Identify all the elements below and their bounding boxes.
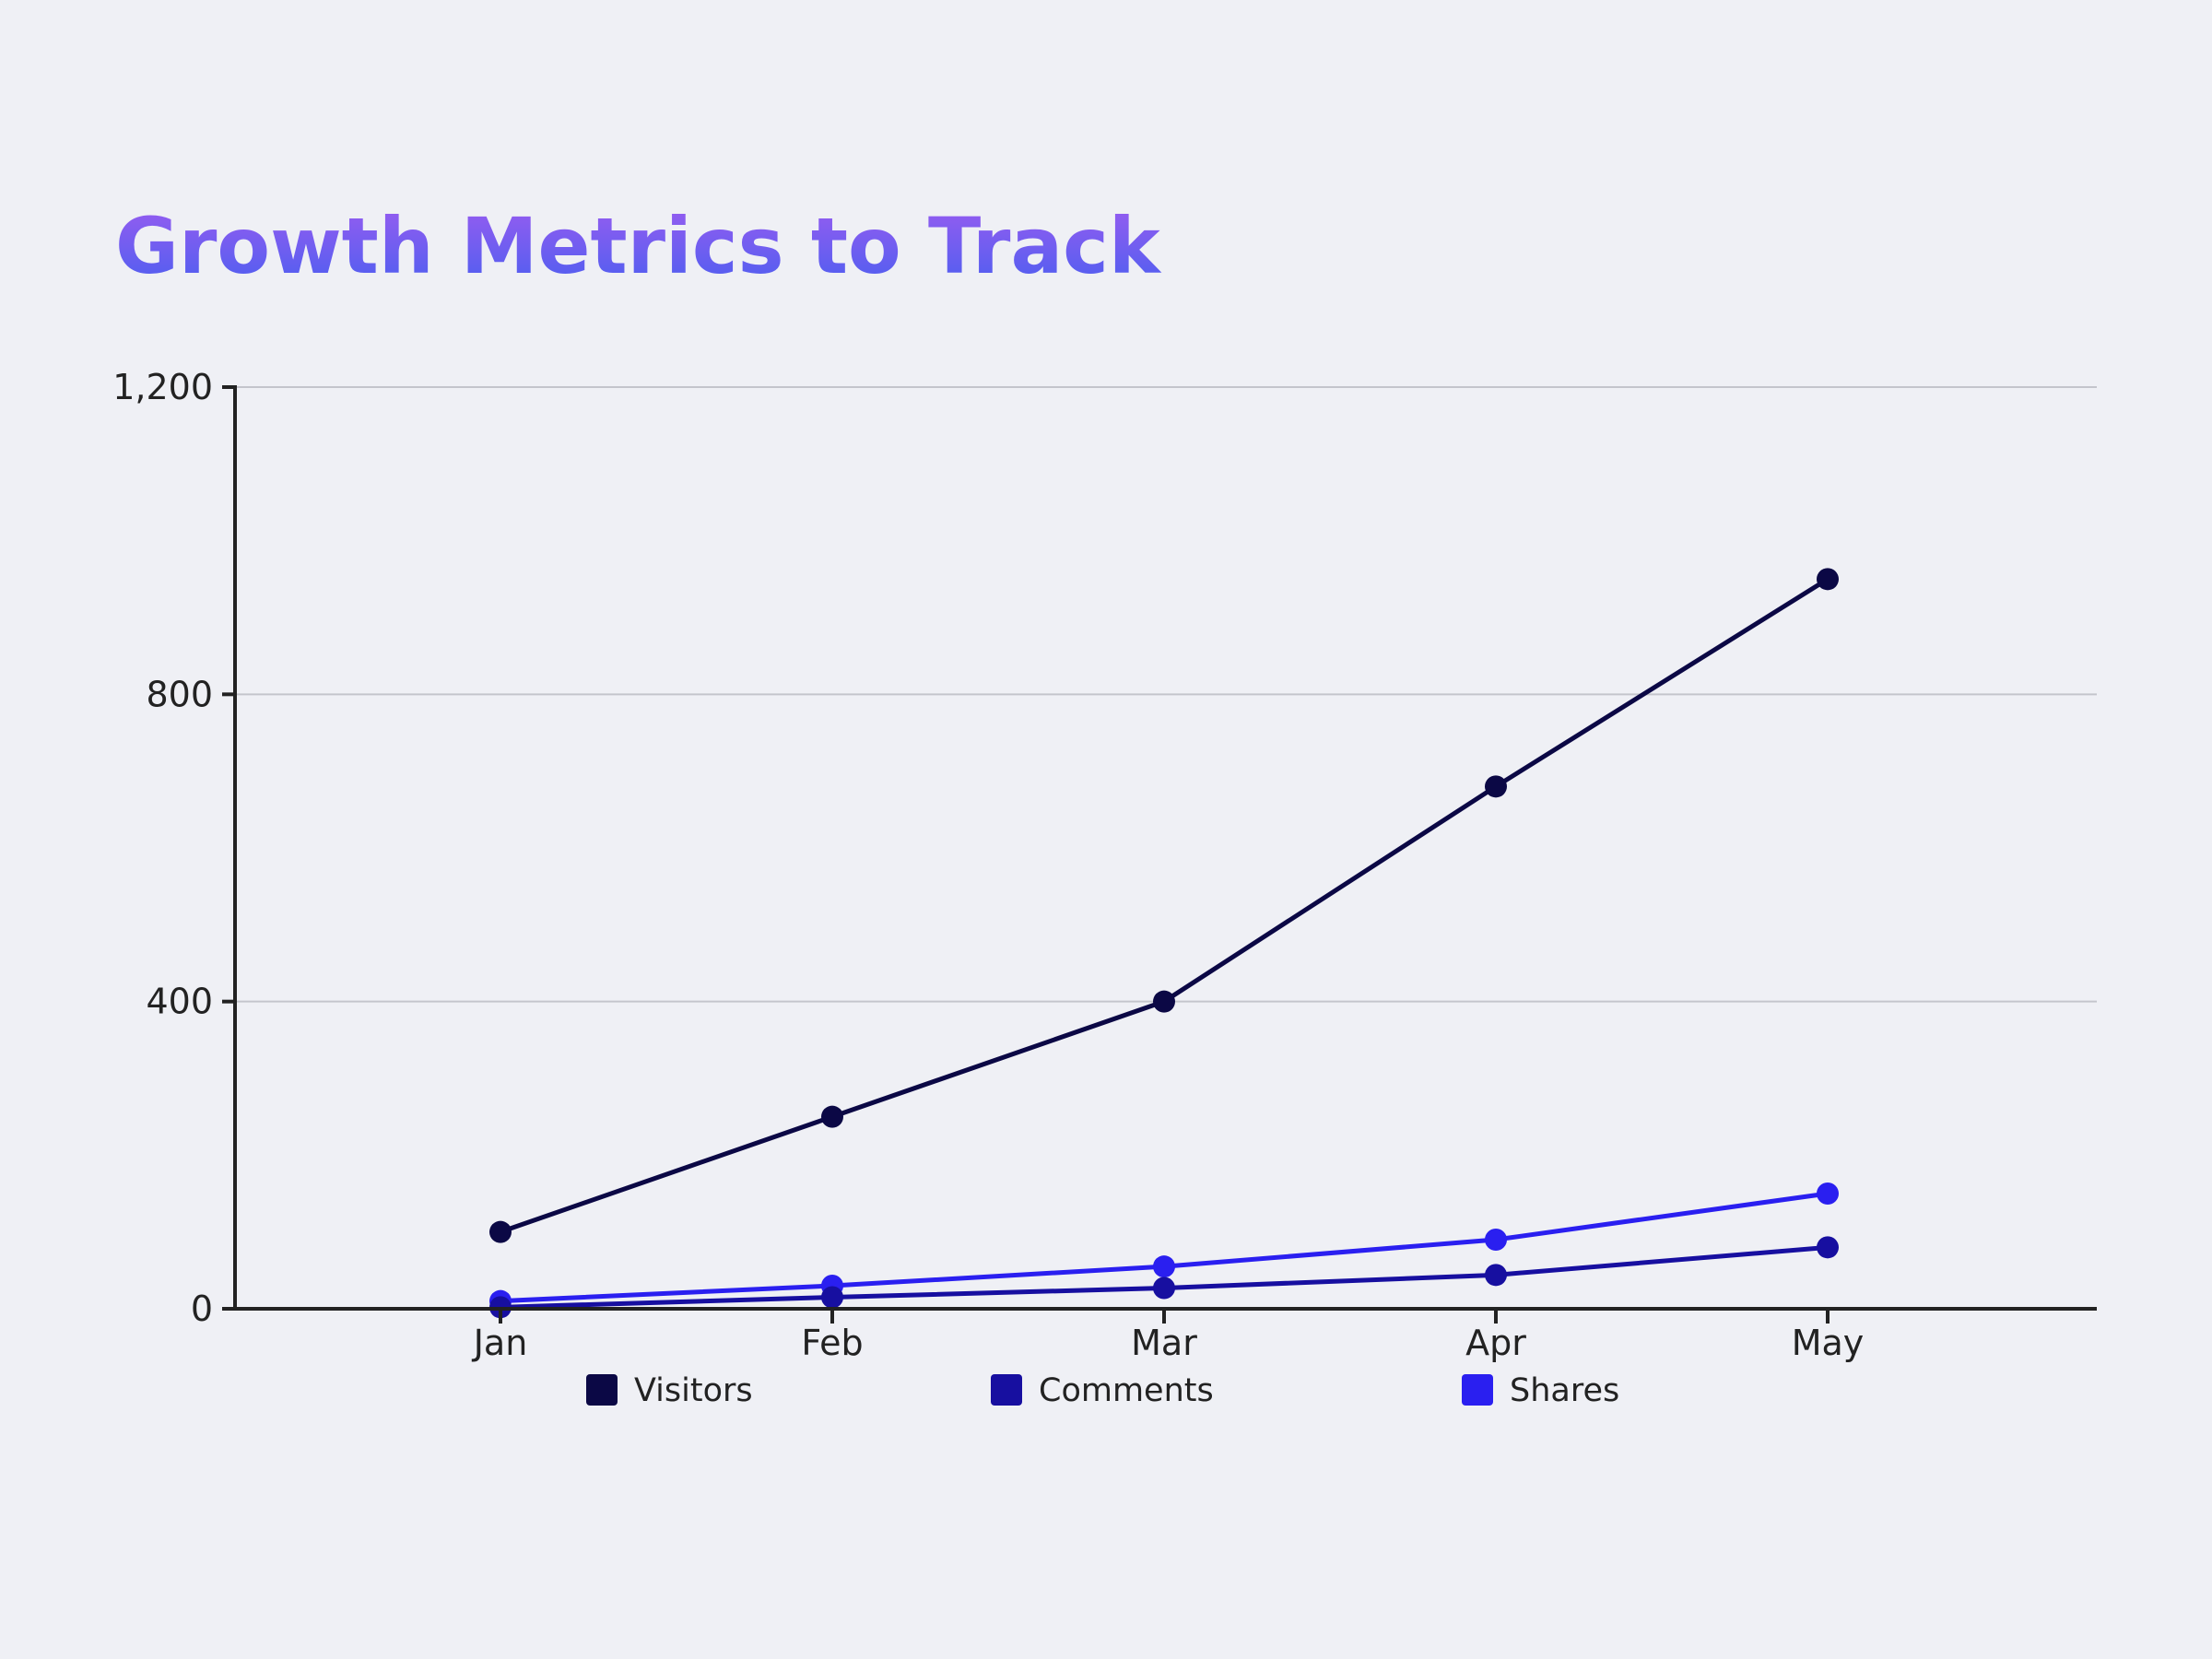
legend-label-visitors: Visitors bbox=[634, 1372, 753, 1409]
data-point-visitors bbox=[489, 1220, 512, 1243]
y-tick-label: 800 bbox=[146, 674, 213, 714]
data-point-shares bbox=[1817, 1182, 1839, 1205]
y-tick-label: 1,200 bbox=[112, 367, 213, 407]
chart-title: Growth Metrics to Track bbox=[115, 201, 1162, 291]
x-tick-label: May bbox=[1792, 1323, 1865, 1363]
legend-label-shares: Shares bbox=[1510, 1372, 1619, 1409]
legend: Visitors Comments Shares bbox=[586, 1372, 1619, 1409]
legend-swatch-comments bbox=[991, 1374, 1022, 1406]
x-tick-label: Mar bbox=[1131, 1323, 1197, 1363]
series-group bbox=[489, 568, 1839, 1319]
gridlines bbox=[235, 386, 2097, 1003]
data-point-comments bbox=[1817, 1236, 1839, 1259]
data-point-visitors bbox=[1817, 568, 1839, 591]
data-point-comments bbox=[1485, 1264, 1507, 1287]
axes: 0 400 800 1,200 Jan Feb Mar Apr May bbox=[112, 367, 2097, 1363]
legend-label-comments: Comments bbox=[1039, 1372, 1214, 1409]
x-tick-label: Feb bbox=[801, 1323, 863, 1363]
data-point-comments bbox=[1153, 1277, 1175, 1300]
y-tick-label: 400 bbox=[146, 982, 213, 1022]
data-point-visitors bbox=[1485, 775, 1507, 798]
x-tick-label: Apr bbox=[1465, 1323, 1526, 1363]
data-point-visitors bbox=[821, 1105, 843, 1128]
data-point-shares bbox=[1153, 1255, 1175, 1278]
data-point-visitors bbox=[1153, 990, 1175, 1013]
y-tick-label: 0 bbox=[191, 1288, 213, 1329]
legend-swatch-visitors bbox=[586, 1374, 618, 1406]
data-point-comments bbox=[821, 1286, 843, 1309]
legend-swatch-shares bbox=[1462, 1374, 1493, 1406]
x-tick-label: Jan bbox=[472, 1323, 528, 1363]
series-line-visitors bbox=[500, 577, 1830, 1235]
data-point-shares bbox=[1485, 1229, 1507, 1251]
